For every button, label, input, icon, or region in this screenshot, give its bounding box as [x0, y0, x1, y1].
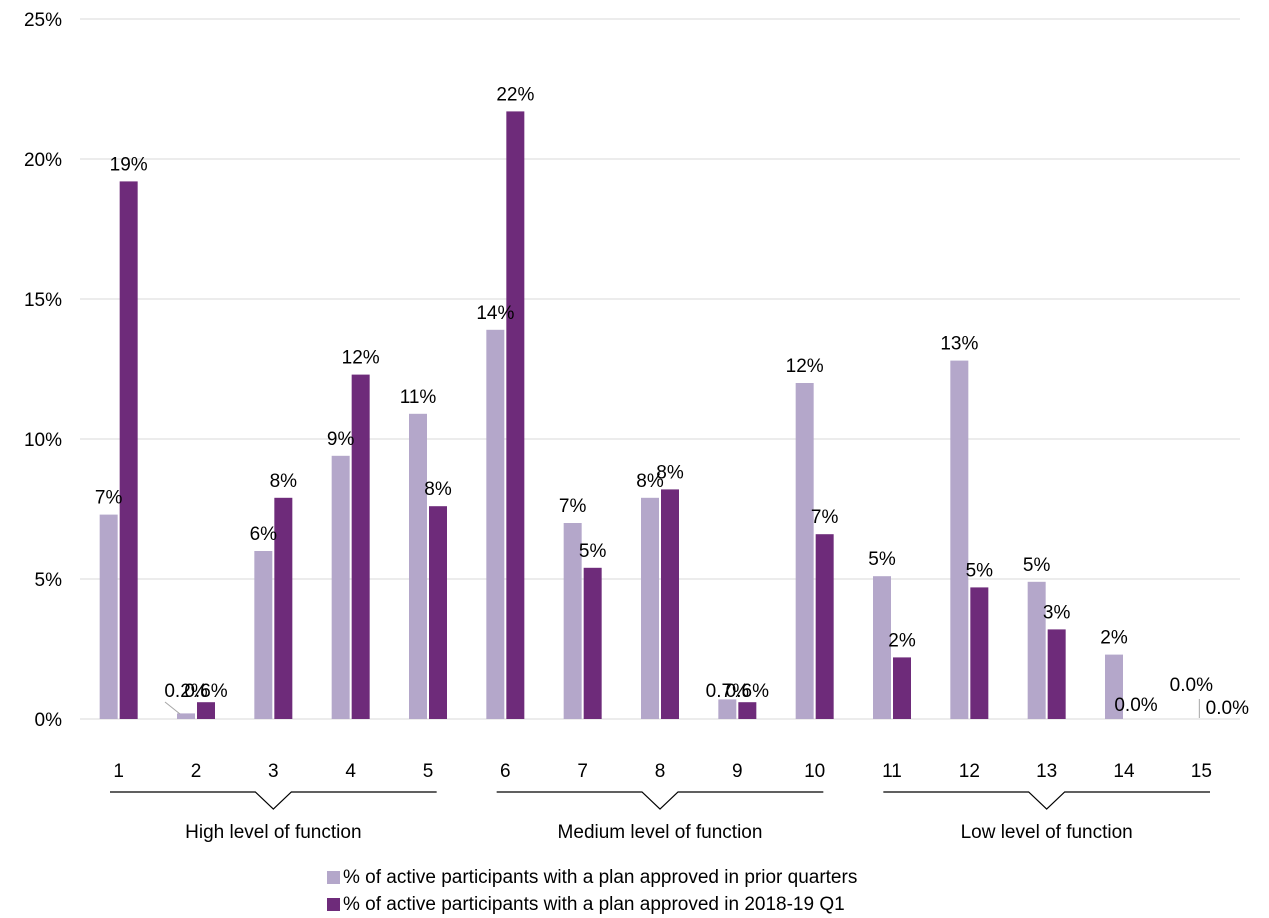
x-tick-label: 3: [268, 761, 279, 782]
legend-item-prior-quarters: % of active participants with a plan app…: [327, 864, 857, 891]
bar: [506, 111, 525, 719]
bar: [795, 383, 814, 719]
bar: [970, 587, 989, 719]
data-label: 5%: [1023, 555, 1051, 576]
bar: [177, 713, 195, 719]
group-brackets: High level of function Medium level of fu…: [110, 791, 1210, 843]
group-bracket: [496, 791, 824, 810]
bars: [99, 111, 1123, 719]
legend-label-prior-quarters: % of active participants with a plan app…: [343, 867, 858, 888]
group-label: High level of function: [185, 822, 361, 843]
data-label: 12%: [342, 348, 380, 369]
x-tick-label: 8: [655, 761, 666, 782]
x-tick-label: 13: [1036, 761, 1057, 782]
data-label: 0.6%: [184, 681, 227, 702]
legend-swatch-prior-quarters: [327, 871, 340, 884]
x-tick-label: 14: [1113, 761, 1135, 782]
group-bracket: [110, 791, 437, 810]
bar: [893, 657, 911, 719]
x-tick-label: 7: [577, 761, 588, 782]
data-label: 7%: [811, 507, 839, 528]
data-label: 19%: [110, 154, 148, 175]
data-label: 8%: [424, 479, 452, 500]
bar: [641, 497, 659, 719]
y-axis: 0% 5% 10% 15% 20% 25%: [24, 10, 62, 731]
data-label: 3%: [1043, 602, 1071, 623]
y-tick-label: 0%: [35, 710, 63, 731]
data-label: 8%: [270, 471, 298, 492]
bar: [99, 514, 118, 719]
bar: [1047, 629, 1066, 719]
data-label: 11%: [400, 387, 437, 408]
data-label: 2%: [888, 630, 916, 651]
legend-item-2018-19-q1: % of active participants with a plan app…: [327, 891, 857, 918]
bar: [254, 551, 273, 719]
x-axis: 1 2 3 4 5 6 7 8 9 10 11 12 13 14 15: [113, 761, 1212, 782]
data-label: 0.7%: [706, 681, 749, 702]
x-tick-label: 1: [113, 761, 124, 782]
data-label: 0.2%: [164, 681, 207, 702]
x-tick-label: 9: [732, 761, 743, 782]
bar: [950, 360, 969, 719]
data-label: 6%: [250, 524, 278, 545]
bar: [738, 702, 757, 719]
y-tick-label: 5%: [35, 570, 63, 591]
x-tick-label: 10: [804, 761, 825, 782]
y-tick-label: 25%: [24, 10, 62, 31]
bar-chart: 0%5%10%15%20%25% 7%19%0.2%0.6%6%8%9%12%1…: [24, 10, 1249, 843]
legend: % of active participants with a plan app…: [327, 864, 857, 918]
x-tick-label: 15: [1191, 761, 1212, 782]
y-tick-label: 15%: [24, 290, 62, 311]
group-label: Low level of function: [961, 822, 1133, 843]
data-label: 7%: [95, 488, 123, 509]
bar: [197, 702, 215, 719]
bar: [563, 523, 582, 719]
x-tick-label: 12: [959, 761, 980, 782]
bar: [873, 576, 891, 719]
bar: [718, 699, 737, 719]
data-label: 5%: [966, 560, 994, 581]
bar: [815, 534, 834, 719]
data-label: 0.0%: [1114, 695, 1157, 716]
bar: [351, 374, 370, 719]
bar: [661, 489, 679, 719]
bar: [409, 413, 427, 719]
bar: [1027, 581, 1046, 719]
bar: [1105, 654, 1123, 719]
data-label: 0.0%: [1206, 698, 1249, 719]
data-labels: 7%19%0.2%0.6%6%8%9%12%11%8%14%22%7%5%8%8…: [95, 84, 1249, 719]
data-label: 9%: [327, 429, 355, 450]
x-tick-label: 11: [882, 761, 902, 782]
data-label: 14%: [476, 303, 514, 324]
data-label: 2%: [1100, 628, 1128, 649]
y-tick-label: 10%: [24, 430, 62, 451]
gridlines: [80, 18, 1240, 720]
data-label: 0.0%: [1170, 675, 1213, 696]
legend-label-2018-19-q1: % of active participants with a plan app…: [343, 894, 845, 915]
bar: [486, 329, 505, 719]
bar: [331, 455, 350, 719]
legend-swatch-2018-19-q1: [327, 898, 340, 911]
data-label: 7%: [559, 496, 587, 517]
data-label: 22%: [496, 84, 534, 105]
bar: [583, 567, 602, 719]
data-label: 12%: [786, 356, 824, 377]
data-label: 8%: [656, 462, 684, 483]
data-label: 8%: [636, 471, 664, 492]
x-tick-label: 6: [500, 761, 511, 782]
x-tick-label: 4: [345, 761, 356, 782]
data-label: 5%: [868, 549, 896, 570]
bar: [119, 181, 138, 719]
bar: [274, 497, 293, 719]
x-tick-label: 2: [191, 761, 202, 782]
group-label: Medium level of function: [558, 822, 763, 843]
data-label: 5%: [579, 541, 607, 562]
group-bracket: [883, 791, 1210, 810]
data-label: 13%: [940, 334, 978, 355]
data-label: 0.6%: [726, 681, 769, 702]
x-tick-label: 5: [423, 761, 434, 782]
label-leader-line: [164, 701, 181, 715]
y-tick-label: 20%: [24, 150, 62, 171]
bar: [429, 506, 447, 719]
